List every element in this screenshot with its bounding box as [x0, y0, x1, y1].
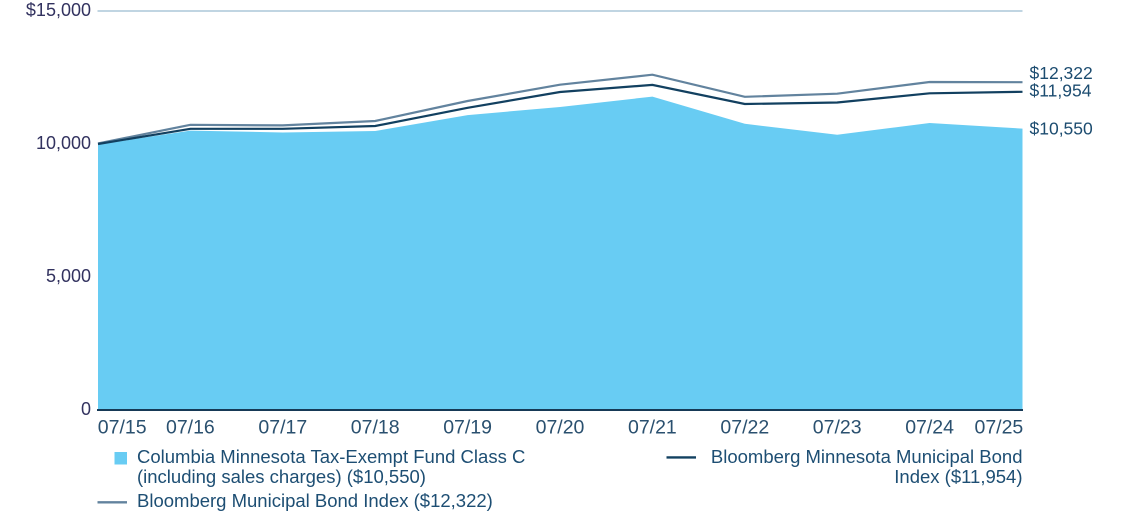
svg-text:07/19: 07/19: [443, 417, 492, 439]
svg-text:Bloomberg Minnesota Municipal: Bloomberg Minnesota Municipal Bond: [711, 446, 1023, 467]
svg-text:Bloomberg Municipal Bond Index: Bloomberg Municipal Bond Index ($12,322): [137, 490, 493, 511]
svg-text:$10,550: $10,550: [1030, 118, 1094, 138]
svg-text:5,000: 5,000: [46, 266, 91, 286]
svg-text:10,000: 10,000: [36, 133, 91, 153]
svg-text:$11,954: $11,954: [1030, 80, 1092, 100]
svg-text:(including sales charges) ($10: (including sales charges) ($10,550): [137, 466, 426, 487]
svg-text:07/15: 07/15: [98, 417, 147, 439]
svg-text:07/21: 07/21: [628, 417, 677, 439]
svg-text:07/22: 07/22: [720, 417, 769, 439]
svg-text:07/20: 07/20: [536, 417, 585, 439]
svg-text:07/24: 07/24: [905, 417, 954, 439]
svg-text:07/23: 07/23: [813, 417, 862, 439]
svg-text:Index ($11,954): Index ($11,954): [894, 466, 1022, 487]
svg-text:$15,000: $15,000: [26, 0, 91, 20]
svg-text:$12,322: $12,322: [1030, 63, 1093, 83]
svg-text:0: 0: [81, 399, 91, 419]
svg-text:Columbia Minnesota Tax-Exempt: Columbia Minnesota Tax-Exempt Fund Class…: [137, 446, 525, 467]
svg-text:07/16: 07/16: [166, 417, 215, 439]
svg-text:07/25: 07/25: [974, 417, 1023, 439]
svg-text:07/18: 07/18: [351, 417, 400, 439]
svg-text:07/17: 07/17: [258, 417, 307, 439]
